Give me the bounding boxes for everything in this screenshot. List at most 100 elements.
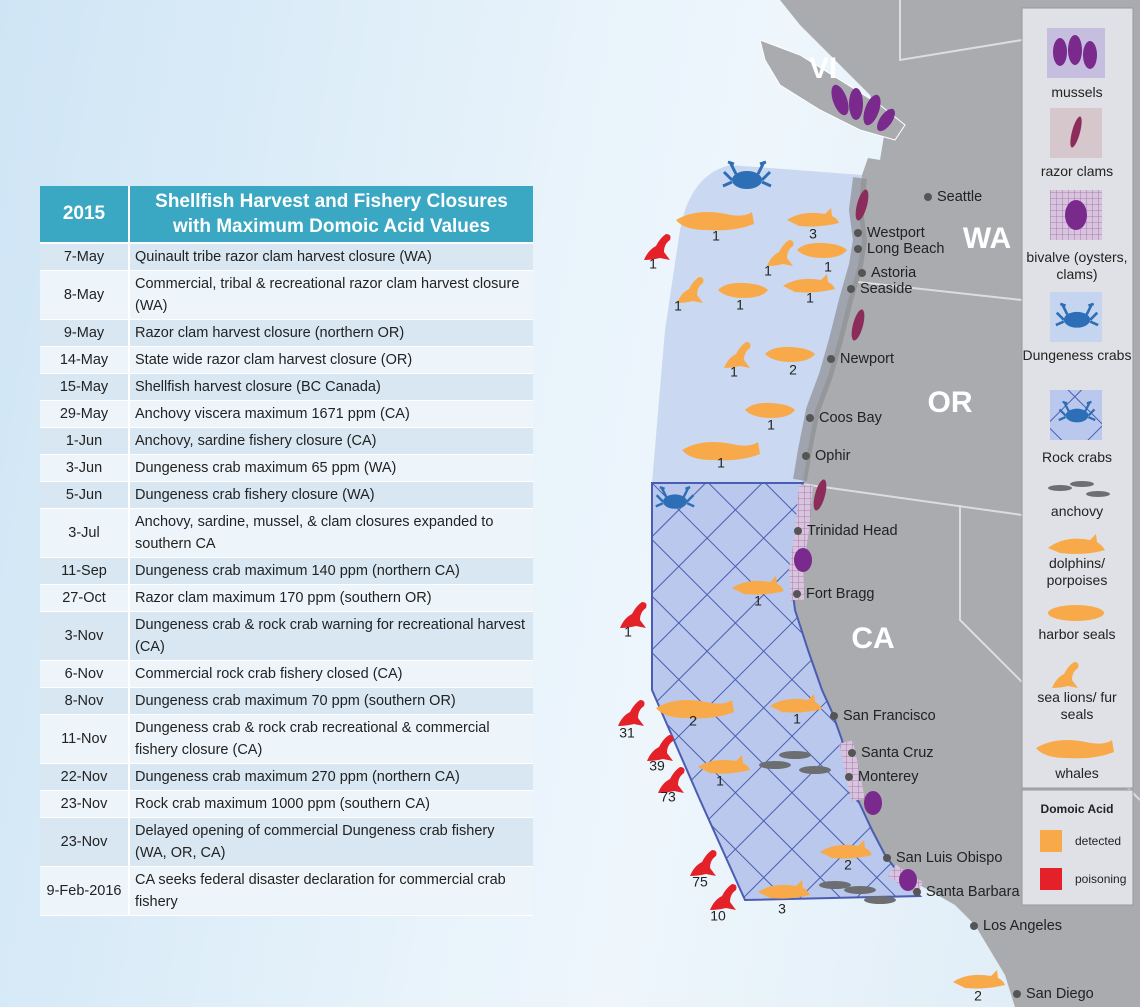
- animal-count: 2: [789, 362, 797, 378]
- animal-count: 1: [767, 417, 775, 433]
- event: Anchovy, sardine fishery closure (CA): [129, 427, 533, 455]
- animal-count: 75: [692, 874, 708, 890]
- animal-count: 3: [809, 226, 817, 242]
- city-dot: [913, 888, 921, 896]
- city-dot: [970, 922, 978, 930]
- animal-count: 1: [624, 624, 632, 640]
- table-row: 5-Jun Dungeness crab fishery closure (WA): [40, 481, 533, 509]
- legend-label: Dungeness crabs: [1022, 347, 1132, 363]
- animal-icon: [698, 755, 750, 774]
- event: Anchovy, sardine, mussel, & clam closure…: [129, 508, 533, 558]
- event: State wide razor clam harvest closure (O…: [129, 346, 533, 374]
- animal-icon: [690, 850, 717, 876]
- date: 23-Nov: [40, 790, 130, 818]
- table-row: 27-Oct Razor clam maximum 170 ppm (southe…: [40, 584, 533, 612]
- table-row: 3-Nov Dungeness crab & rock crab warning …: [40, 611, 533, 661]
- table-row: 9-May Razor clam harvest closure (norther…: [40, 319, 533, 347]
- region-label: VI: [809, 52, 837, 85]
- date: 8-May: [40, 270, 130, 320]
- event: Commercial, tribal & recreational razor …: [129, 270, 533, 320]
- table-row: 8-Nov Dungeness crab maximum 70 ppm (sout…: [40, 687, 533, 715]
- animal-count: 1: [824, 259, 832, 275]
- city-dot: [858, 269, 866, 277]
- event: Razor clam maximum 170 ppm (southern OR): [129, 584, 533, 612]
- animal-icon: [787, 208, 839, 227]
- animal-count: 10: [710, 908, 726, 924]
- city-label: Long Beach: [867, 241, 944, 257]
- city-dot: [924, 193, 932, 201]
- table-row: 11-Nov Dungeness crab & rock crab recreat…: [40, 714, 533, 764]
- animal-count: 1: [754, 593, 762, 609]
- event: Dungeness crab fishery closure (WA): [129, 481, 533, 509]
- city-dot: [827, 355, 835, 363]
- animal-count: 1: [712, 228, 720, 244]
- city-dot: [845, 773, 853, 781]
- region-label: OR: [928, 386, 973, 419]
- legend-label: harbor seals: [1038, 626, 1116, 642]
- animal-count: 3: [778, 901, 786, 917]
- animal-count: 1: [736, 297, 744, 313]
- event: Dungeness crab maximum 70 ppm (southern …: [129, 687, 533, 715]
- city-label: Coos Bay: [819, 410, 883, 426]
- date: 1-Jun: [40, 427, 130, 455]
- table-row: 11-Sep Dungeness crab maximum 140 ppm (no…: [40, 557, 533, 585]
- animal-count: 1: [717, 455, 725, 471]
- animal-icon: [732, 576, 784, 595]
- city-label: Monterey: [858, 769, 919, 785]
- city-dot: [830, 712, 838, 720]
- city-label: Santa Cruz: [861, 745, 934, 761]
- animal-icon: [682, 442, 760, 461]
- animal-count: 1: [764, 263, 772, 279]
- table-row: 3-Jun Dungeness crab maximum 65 ppm (WA): [40, 454, 533, 482]
- event: Rock crab maximum 1000 ppm (southern CA): [129, 790, 533, 818]
- city-label: Santa Barbara: [926, 884, 1020, 900]
- city-label: Seaside: [860, 281, 912, 297]
- date: 9-May: [40, 319, 130, 347]
- date: 14-May: [40, 346, 130, 374]
- domoic-title: Domoic Acid: [1041, 802, 1114, 816]
- table-row: 8-May Commercial, tribal & recreational r…: [40, 270, 533, 320]
- legend-label: mussels: [1051, 84, 1103, 100]
- legend-label: dolphins/ porpoises: [1046, 555, 1108, 588]
- mussel-icons: [794, 84, 917, 891]
- city-dot: [806, 414, 814, 422]
- city-label: San Luis Obispo: [896, 850, 1002, 866]
- city-dot: [854, 245, 862, 253]
- animal-icon: [767, 240, 794, 266]
- animal-icon: [644, 234, 671, 260]
- city-dot: [854, 229, 862, 237]
- animal-icon: [656, 700, 734, 719]
- legend-icons: [1036, 28, 1114, 759]
- region-label: WA: [963, 222, 1011, 255]
- animal-icon: [797, 242, 847, 258]
- city-dot: [1013, 990, 1021, 998]
- date: 7-May: [40, 243, 130, 271]
- animal-icon: [676, 212, 754, 231]
- animal-count: 1: [674, 298, 682, 314]
- table-row: 3-Jul Anchovy, sardine, mussel, & clam cl…: [40, 508, 533, 558]
- legend-label: anchovy: [1050, 503, 1104, 519]
- animal-count: 1: [793, 711, 801, 727]
- domoic-label: detected: [1075, 834, 1121, 848]
- city-label: San Diego: [1026, 986, 1094, 1002]
- event: CA seeks federal disaster declaration fo…: [129, 866, 533, 916]
- event: Dungeness crab maximum 270 ppm (northern…: [129, 763, 533, 791]
- city-label: San Francisco: [843, 708, 936, 724]
- animal-icon: [647, 735, 674, 761]
- detected-swatch: [1040, 830, 1062, 852]
- razor-clam-icons: [813, 189, 869, 511]
- animal-icon: [745, 402, 795, 418]
- city-dot: [848, 749, 856, 757]
- animal-count: 1: [806, 290, 814, 306]
- date: 23-Nov: [40, 817, 130, 867]
- animal-icon: [677, 277, 704, 303]
- animal-icon: [953, 970, 1005, 989]
- date: 29-May: [40, 400, 130, 428]
- state-borders: [801, 0, 1140, 801]
- city-dot: [847, 285, 855, 293]
- animal-count: 39: [649, 758, 665, 774]
- animal-icon: [783, 274, 835, 293]
- legend-label: whales: [1055, 765, 1099, 781]
